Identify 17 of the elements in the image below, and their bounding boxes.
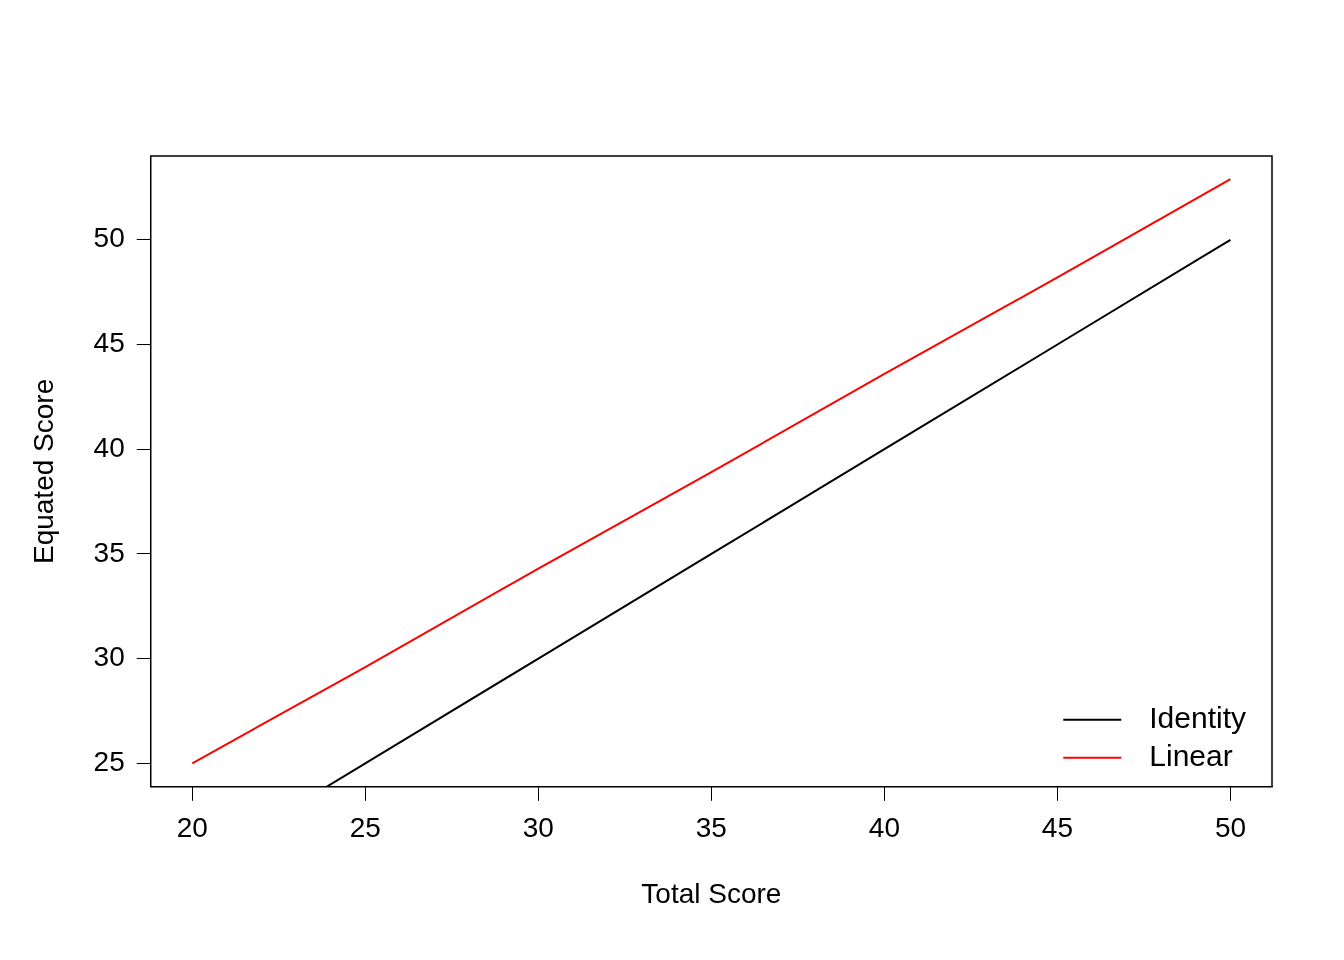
legend-label: Linear [1149,739,1233,773]
x-tick-label: 35 [695,812,727,844]
x-axis-title: Total Score [641,877,782,909]
y-axis-title: Equated Score [27,378,59,565]
y-tick-label: 45 [93,327,125,359]
x-tick-label: 30 [522,812,554,844]
legend-label: Identity [1149,701,1247,735]
x-tick-label: 25 [349,812,381,844]
y-tick-label: 30 [93,641,125,673]
x-tick-label: 45 [1041,812,1074,844]
x-tick-label: 20 [176,812,208,844]
y-tick-label: 35 [93,536,125,568]
x-tick-label: 50 [1214,812,1247,844]
x-tick-label: 40 [868,812,900,844]
y-tick-label: 50 [93,222,125,254]
y-tick-label: 25 [93,746,125,778]
y-tick-label: 40 [93,431,125,463]
